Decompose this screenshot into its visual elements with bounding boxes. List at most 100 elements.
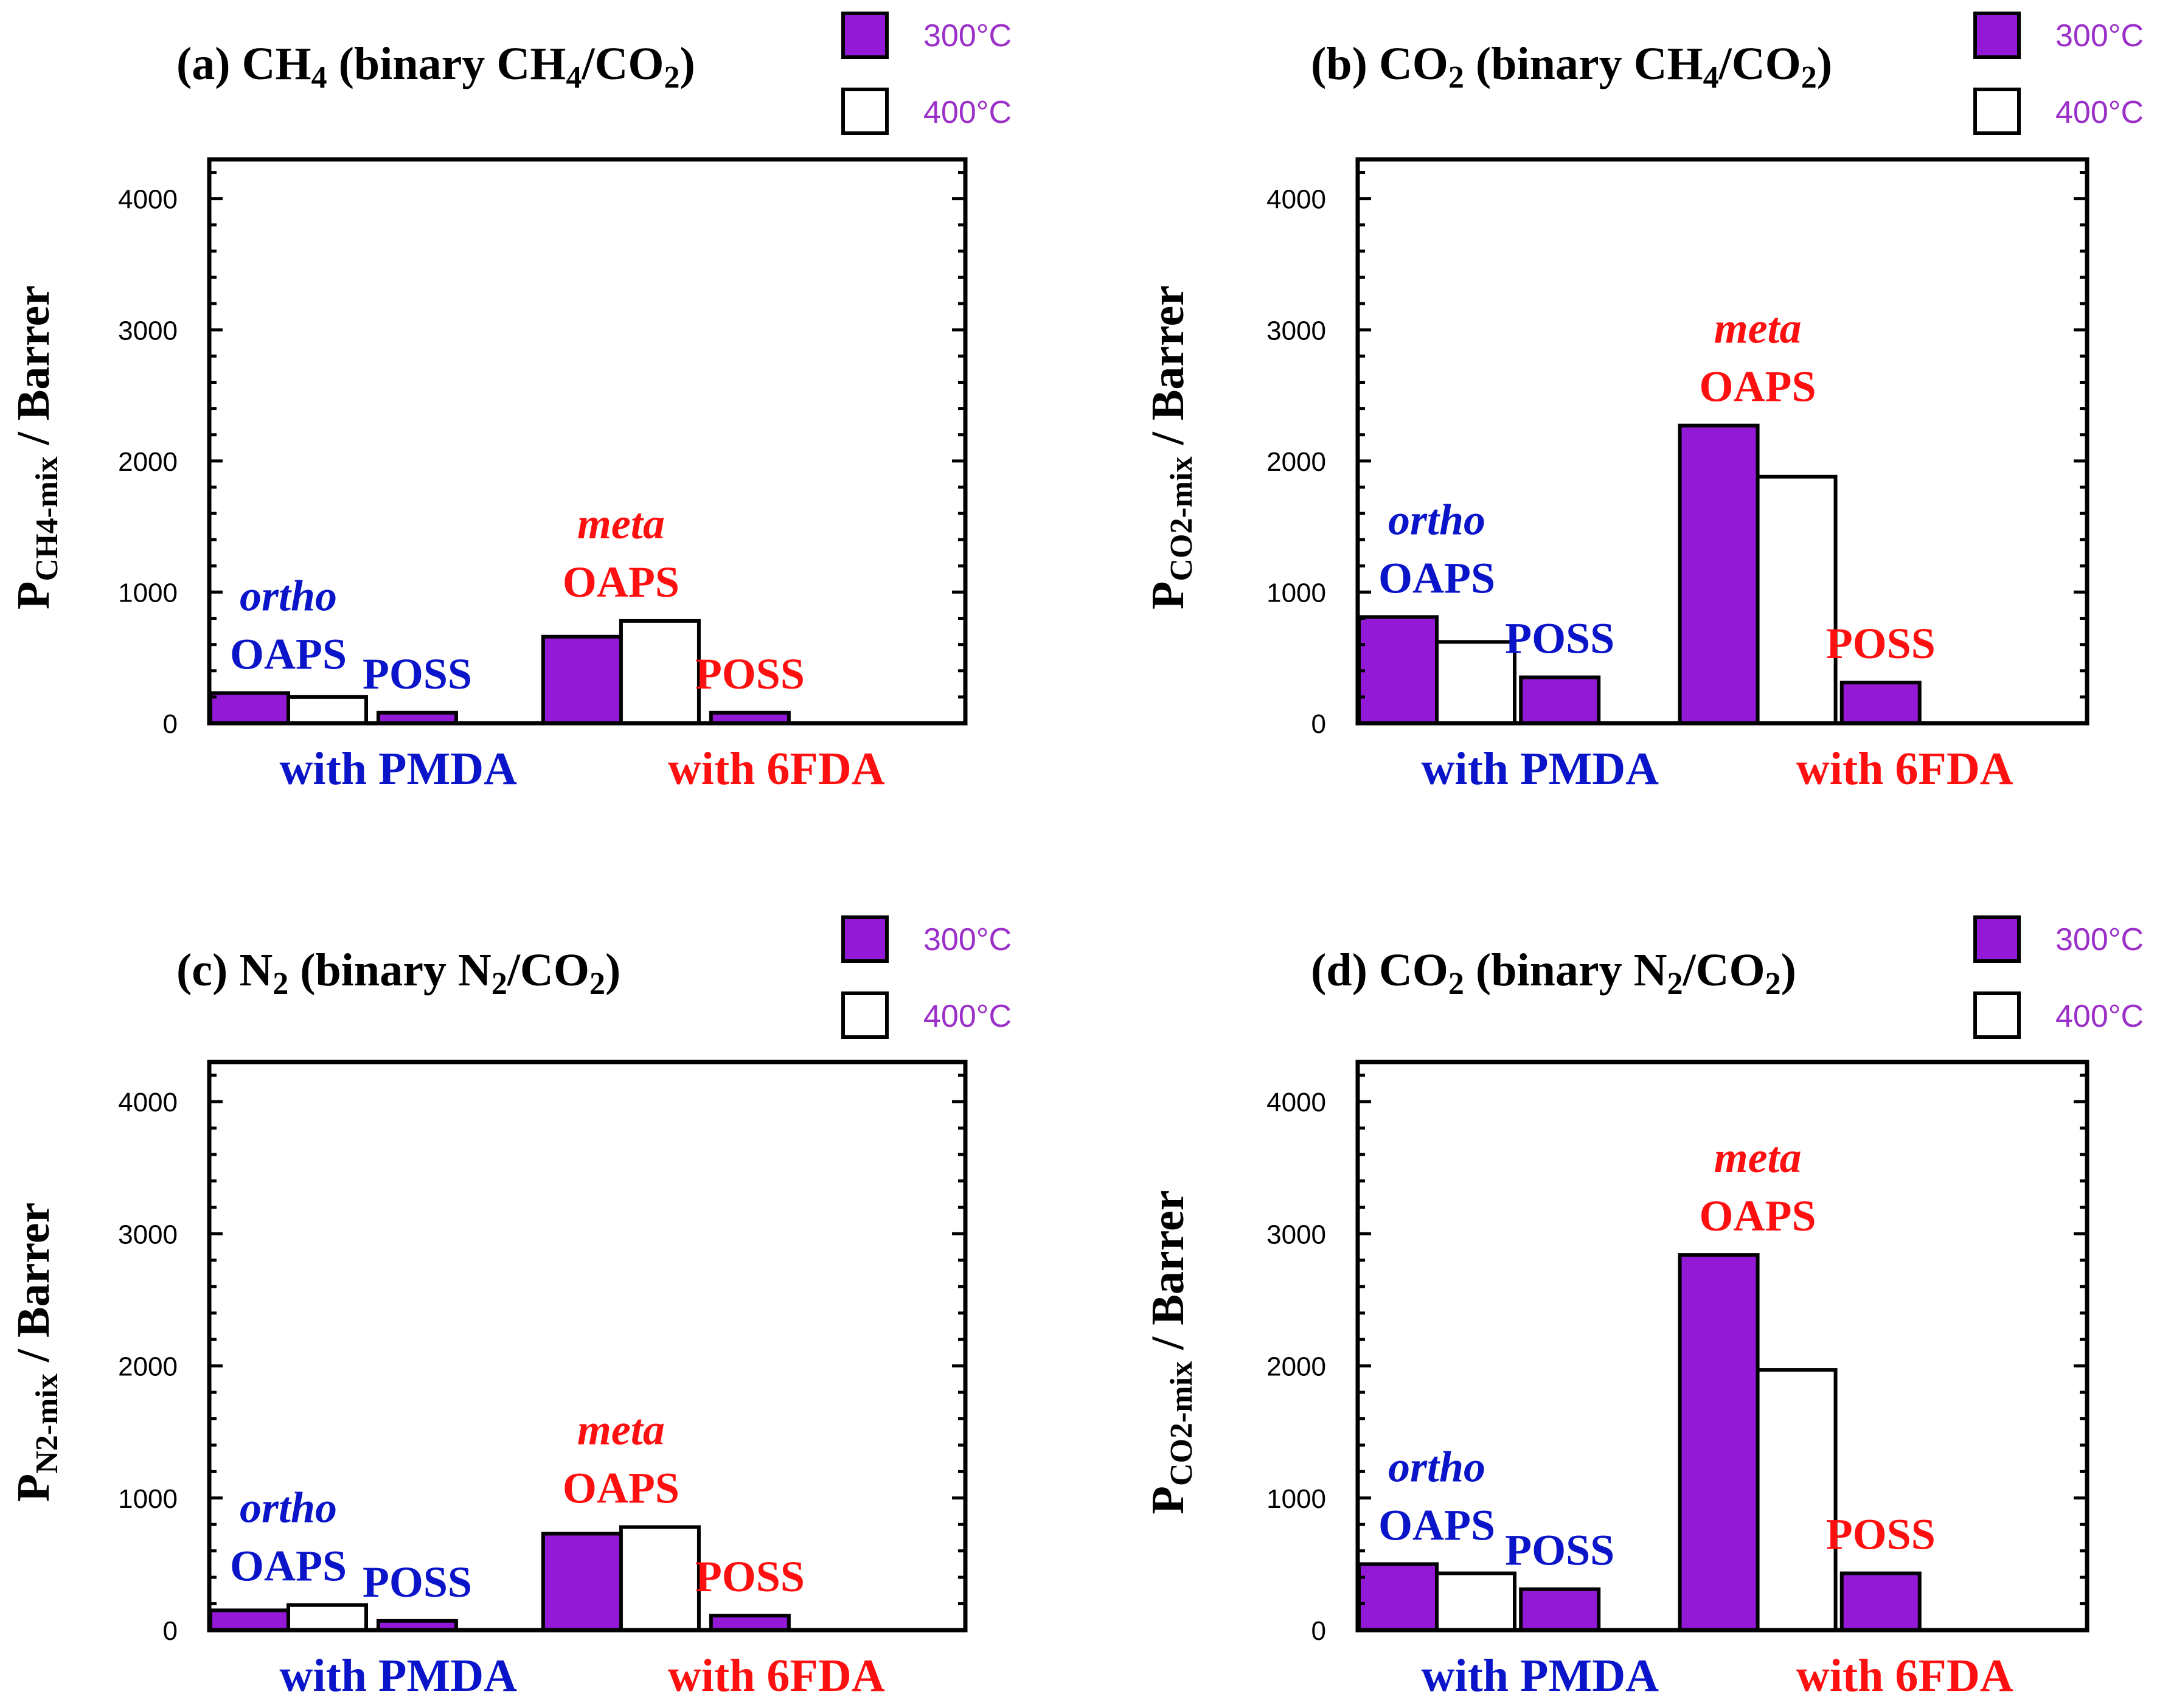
y-axis-label: PN2-mix / Barrer bbox=[8, 1203, 64, 1502]
bar-300-cat1 bbox=[1519, 1587, 1601, 1632]
bar-300-cat0 bbox=[209, 691, 290, 725]
group-label-pmda: with PMDA bbox=[1421, 1650, 1659, 1701]
bar-400-cat0 bbox=[287, 695, 368, 725]
group-label-pmda: with PMDA bbox=[1421, 743, 1659, 794]
bar-annotation: POSS bbox=[695, 1552, 805, 1601]
y-tick-label: 4000 bbox=[118, 1088, 178, 1117]
bar-annotation: POSS bbox=[1826, 619, 1936, 668]
y-label-subscript: N2-mix bbox=[30, 1373, 64, 1474]
bar-300-cat0 bbox=[1357, 1562, 1439, 1632]
bar-300-cat3 bbox=[1839, 681, 1922, 726]
legend-swatch-400 bbox=[1973, 88, 2021, 135]
y-tick-label: 1000 bbox=[1266, 1484, 1326, 1514]
title-subscript: 2 bbox=[1765, 967, 1781, 1001]
y-tick-label: 0 bbox=[163, 709, 178, 739]
legend-label-300: 300°C bbox=[2055, 18, 2144, 54]
legend-swatch-400 bbox=[841, 991, 889, 1039]
legend: 300°C 400°C bbox=[1973, 915, 2144, 1039]
group-label-6fda: with 6FDA bbox=[1796, 743, 2013, 794]
bar-400-cat2 bbox=[1756, 474, 1838, 725]
title-subscript: 2 bbox=[1667, 967, 1683, 1001]
bar-annotation: POSS bbox=[1826, 1510, 1936, 1559]
legend: 300°C 400°C bbox=[841, 915, 1012, 1039]
group-label-6fda: with 6FDA bbox=[668, 1650, 885, 1701]
chart-title: (a) CH4 (binary CH4/CO2) bbox=[176, 38, 695, 95]
y-label-subscript: CH4-mix bbox=[30, 456, 64, 581]
plot-frame bbox=[1355, 157, 2089, 726]
title-run: (binary N bbox=[1464, 945, 1667, 996]
bar-annotation: OAPS bbox=[230, 1542, 347, 1591]
y-axis-label: PCO2-mix / Barrer bbox=[1142, 285, 1199, 609]
bar-annotation-italic: meta bbox=[1714, 304, 1802, 353]
title-subscript: 4 bbox=[1703, 60, 1719, 95]
y-tick-label: 2000 bbox=[118, 1352, 178, 1382]
title-subscript: 2 bbox=[664, 60, 679, 95]
bar-annotation: POSS bbox=[1505, 1526, 1614, 1575]
title-run: ) bbox=[1817, 38, 1832, 89]
title-subscript: 2 bbox=[1801, 60, 1817, 95]
bar-annotation: OAPS bbox=[563, 558, 679, 606]
bar-300-cat3 bbox=[1839, 1571, 1922, 1633]
y-tick-label: 0 bbox=[1311, 1616, 1326, 1646]
y-tick-label: 2000 bbox=[1266, 1352, 1326, 1382]
bar-400-cat0 bbox=[1435, 640, 1516, 725]
title-run: /CO bbox=[507, 945, 589, 996]
legend-label-400: 400°C bbox=[923, 999, 1012, 1034]
y-tick-label: 4000 bbox=[1266, 1088, 1326, 1117]
y-tick-label: 3000 bbox=[118, 316, 178, 345]
y-label-unit: / Barrer bbox=[8, 285, 59, 456]
bar-annotation-italic: ortho bbox=[1388, 495, 1485, 544]
group-label-6fda: with 6FDA bbox=[1796, 1650, 2013, 1701]
bar-400-cat0 bbox=[287, 1603, 368, 1632]
title-subscript: 4 bbox=[566, 60, 582, 95]
y-tick-label: 1000 bbox=[1266, 578, 1326, 608]
title-run: /CO bbox=[581, 38, 664, 89]
legend-label-300: 300°C bbox=[923, 922, 1012, 957]
bar-annotation-italic: ortho bbox=[240, 1484, 337, 1532]
bar-annotation: OAPS bbox=[230, 630, 347, 678]
plot-frame bbox=[207, 1060, 968, 1633]
y-axis-label: PCH4-mix / Barrer bbox=[8, 285, 64, 609]
title-subscript: 2 bbox=[1448, 60, 1464, 95]
bar-300-cat2 bbox=[1678, 1253, 1760, 1632]
bar-annotation-italic: ortho bbox=[1388, 1442, 1485, 1491]
bar-annotation: OAPS bbox=[1700, 363, 1816, 411]
legend-swatch-400 bbox=[841, 88, 889, 135]
bar-annotation: OAPS bbox=[563, 1464, 679, 1513]
title-run: (binary N bbox=[288, 945, 492, 996]
bar-annotation: OAPS bbox=[1700, 1192, 1816, 1240]
y-tick-label: 1000 bbox=[118, 578, 178, 608]
title-run: (a) CH bbox=[176, 38, 311, 89]
bar-300-cat1 bbox=[1519, 675, 1601, 725]
legend-label-400: 400°C bbox=[2055, 999, 2144, 1034]
bar-annotation-italic: meta bbox=[577, 1406, 665, 1454]
bar-400-cat2 bbox=[619, 1525, 701, 1632]
y-label-unit: / Barrer bbox=[8, 1203, 59, 1373]
y-label-subscript: CO2-mix bbox=[1164, 456, 1199, 581]
bar-300-cat3 bbox=[709, 1614, 791, 1632]
chart-title: (c) N2 (binary N2/CO2) bbox=[176, 945, 620, 1001]
bar-annotation-italic: meta bbox=[1714, 1133, 1802, 1182]
bar-annotation: POSS bbox=[1505, 614, 1614, 663]
bar-300-cat2 bbox=[541, 1532, 623, 1633]
title-run: (d) CO bbox=[1311, 945, 1448, 996]
y-axis-label: PCO2-mix / Barrer bbox=[1142, 1190, 1199, 1515]
legend-swatch-300 bbox=[841, 915, 889, 963]
plot-frame bbox=[207, 157, 968, 726]
bar-annotation: POSS bbox=[363, 650, 472, 698]
title-run: (c) N bbox=[176, 945, 273, 996]
title-subscript: 2 bbox=[273, 967, 288, 1001]
legend-label-300: 300°C bbox=[923, 18, 1012, 54]
y-tick-label: 2000 bbox=[118, 447, 178, 477]
chart-title: (d) CO2 (binary N2/CO2) bbox=[1311, 945, 1796, 1001]
bar-300-cat0 bbox=[209, 1608, 290, 1633]
chart-title: (b) CO2 (binary CH4/CO2) bbox=[1311, 38, 1832, 95]
bar-300-cat0 bbox=[1357, 615, 1439, 726]
title-run: (b) CO bbox=[1311, 38, 1448, 89]
bar-400-cat2 bbox=[1756, 1368, 1838, 1632]
title-subscript: 2 bbox=[492, 967, 507, 1001]
y-label-main: P bbox=[1142, 581, 1193, 609]
y-tick-label: 4000 bbox=[118, 185, 178, 215]
